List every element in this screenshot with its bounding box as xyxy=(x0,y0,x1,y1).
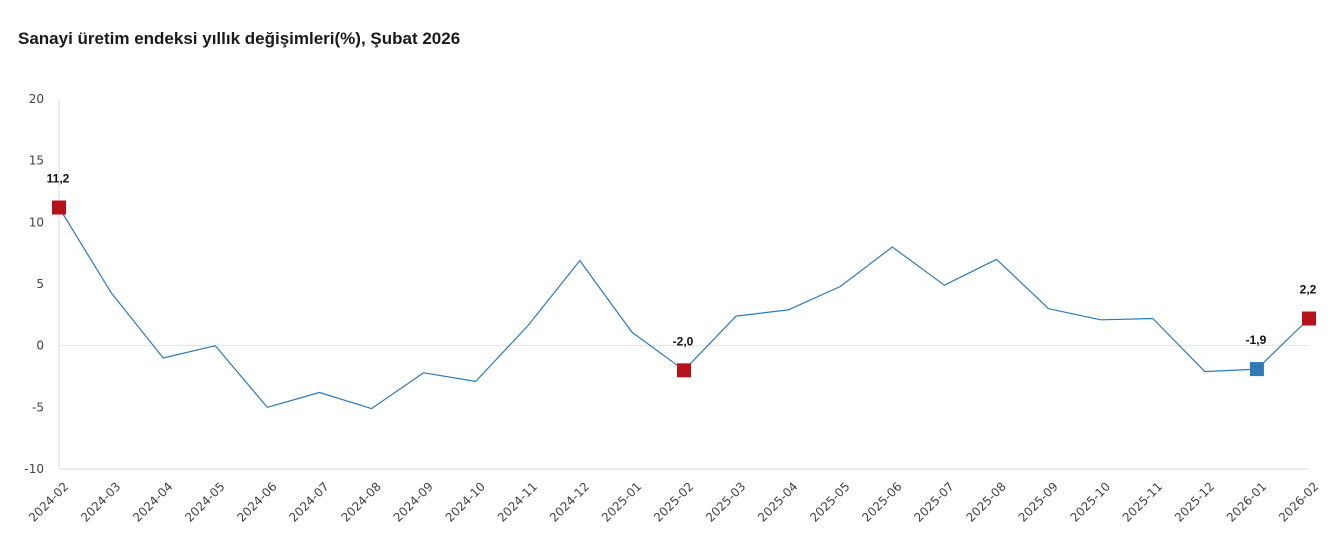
x-tick-label: 2025-01 xyxy=(599,479,644,524)
highlight-marker xyxy=(52,200,66,215)
x-tick-label: 2025-08 xyxy=(963,479,1008,524)
y-tick-label: -10 xyxy=(24,462,44,476)
data-label: 11,2 xyxy=(47,172,70,186)
x-tick-label: 2025-04 xyxy=(755,479,800,524)
x-tick-label: 2024-11 xyxy=(495,479,540,524)
x-tick-label: 2024-04 xyxy=(130,479,175,524)
y-tick-label: 15 xyxy=(29,154,44,168)
y-tick-label: 10 xyxy=(29,215,44,229)
data-point xyxy=(942,283,946,287)
x-tick-label: 2025-09 xyxy=(1016,479,1061,524)
x-tick-label: 2025-11 xyxy=(1120,479,1165,524)
data-point xyxy=(890,245,894,249)
x-tick-label: 2024-08 xyxy=(338,479,383,524)
annotations: 11,2 -2,0 -1,9 2,2 xyxy=(47,172,1317,378)
x-tick-label: 2026-01 xyxy=(1224,479,1269,524)
series-line-path xyxy=(58,207,1310,410)
x-tick-label: 2024-12 xyxy=(547,479,592,524)
data-point xyxy=(734,314,738,318)
data-point xyxy=(1047,307,1051,311)
data-point xyxy=(578,259,582,263)
data-point xyxy=(109,291,113,295)
data-point xyxy=(1151,317,1155,321)
x-tick-label: 2024-06 xyxy=(234,479,279,524)
x-tick-label: 2025-03 xyxy=(703,479,748,524)
x-tick-label: 2024-09 xyxy=(391,479,436,524)
x-tick-label: 2024-05 xyxy=(182,479,227,524)
data-point xyxy=(995,257,999,261)
x-tick-label: 2024-03 xyxy=(78,479,123,524)
y-tick-label: -5 xyxy=(32,400,44,414)
data-point xyxy=(474,379,478,383)
data-point xyxy=(1203,370,1207,374)
data-label: -1,9 xyxy=(1246,333,1267,347)
data-point xyxy=(526,324,530,328)
x-tick-label: 2025-06 xyxy=(859,479,904,524)
x-tick-label: 2026-02 xyxy=(1276,479,1321,524)
data-point xyxy=(630,330,634,334)
x-tick-label: 2025-10 xyxy=(1068,479,1113,524)
data-label: 2,2 xyxy=(1300,283,1317,297)
y-tick-label: 5 xyxy=(36,277,44,291)
data-point xyxy=(370,407,374,411)
x-tick-label: 2025-07 xyxy=(911,479,956,524)
data-point xyxy=(213,344,217,348)
x-tick-label: 2024-10 xyxy=(443,479,488,524)
data-point xyxy=(838,284,842,288)
highlight-marker xyxy=(1302,311,1316,326)
x-tick-label: 2025-02 xyxy=(651,479,696,524)
data-point xyxy=(265,405,269,409)
data-point xyxy=(422,371,426,375)
data-point xyxy=(317,391,321,395)
data-label: -2,0 xyxy=(673,334,694,348)
y-tick-label: 0 xyxy=(36,339,44,353)
y-tick-label: 20 xyxy=(29,92,44,106)
x-tick-label: 2025-05 xyxy=(807,479,852,524)
data-point xyxy=(1099,318,1103,322)
chart-title: Sanayi üretim endeksi yıllık değişimleri… xyxy=(18,29,461,48)
x-tick-label: 2025-12 xyxy=(1172,479,1217,524)
data-point xyxy=(786,308,790,312)
x-tick-label: 2024-02 xyxy=(26,479,71,524)
highlight-marker xyxy=(677,363,691,378)
series-line xyxy=(58,207,1310,411)
x-tick-label: 2024-07 xyxy=(286,479,331,524)
highlight-marker xyxy=(1249,362,1264,377)
data-point xyxy=(161,356,165,360)
